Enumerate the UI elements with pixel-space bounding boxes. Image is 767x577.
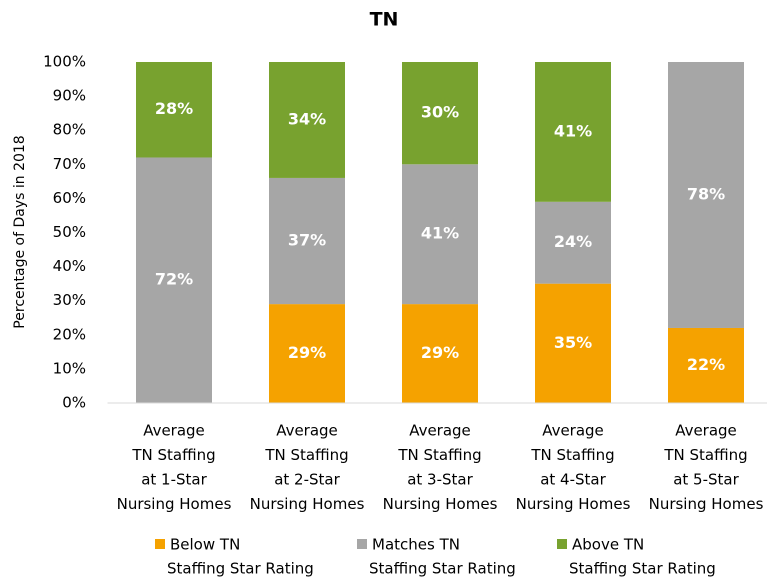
- legend-label: Above TN: [572, 536, 644, 554]
- bar-segment: [269, 177, 345, 305]
- value-label: 41%: [554, 121, 592, 140]
- bar-segment: [402, 62, 478, 165]
- value-label: 29%: [421, 343, 459, 362]
- x-tick-label: Average: [542, 422, 604, 440]
- x-tick-label: Average: [143, 422, 205, 440]
- x-tick-label: at 4-Star: [540, 471, 606, 489]
- value-label: 35%: [554, 333, 592, 352]
- x-tick-label: at 2-Star: [274, 471, 340, 489]
- bar-segment: [668, 327, 744, 403]
- x-tick-label: Average: [409, 422, 471, 440]
- y-tick-label: 0%: [62, 394, 86, 412]
- y-tick-label: 90%: [53, 87, 86, 105]
- chart-title: TN: [370, 9, 399, 31]
- bar-segment: [535, 201, 611, 284]
- value-label: 24%: [554, 232, 592, 251]
- y-tick-label: 30%: [53, 291, 86, 309]
- legend-label: Staffing Star Rating: [569, 560, 716, 577]
- x-tick-label: at 1-Star: [141, 471, 207, 489]
- x-tick-label: TN Staffing: [530, 446, 614, 464]
- x-tick-label: at 5-Star: [673, 471, 739, 489]
- x-tick-label: Average: [276, 422, 338, 440]
- value-label: 37%: [288, 231, 326, 250]
- legend-label: Below TN: [170, 536, 240, 554]
- x-tick-label: TN Staffing: [397, 446, 481, 464]
- bar-segment: [136, 62, 212, 158]
- bar-segment: [668, 62, 744, 328]
- x-tick-label: TN Staffing: [663, 446, 747, 464]
- value-label: 28%: [155, 99, 193, 118]
- value-label: 41%: [421, 224, 459, 243]
- y-tick-label: 40%: [53, 257, 86, 275]
- x-tick-label: at 3-Star: [407, 471, 473, 489]
- bar-segment: [136, 157, 212, 403]
- value-label: 30%: [421, 103, 459, 122]
- y-tick-label: 20%: [53, 325, 86, 343]
- y-tick-label: 100%: [43, 53, 86, 71]
- x-tick-label: TN Staffing: [264, 446, 348, 464]
- bar-segment: [535, 62, 611, 202]
- value-label: 34%: [288, 109, 326, 128]
- y-tick-label: 80%: [53, 121, 86, 139]
- x-tick-label: Nursing Homes: [649, 495, 764, 513]
- legend-label: Staffing Star Rating: [167, 560, 314, 577]
- legend-swatch: [357, 539, 367, 549]
- y-tick-label: 60%: [53, 189, 86, 207]
- bar-segment: [535, 283, 611, 403]
- legend-label: Staffing Star Rating: [369, 560, 516, 577]
- value-label: 29%: [288, 343, 326, 362]
- legend-swatch: [557, 539, 567, 549]
- bar-segment: [402, 304, 478, 403]
- x-tick-label: Nursing Homes: [117, 495, 232, 513]
- bar-segment: [269, 304, 345, 403]
- legend-label: Matches TN: [372, 536, 460, 554]
- x-tick-label: Average: [675, 422, 737, 440]
- value-label: 72%: [155, 270, 193, 289]
- x-tick-label: Nursing Homes: [516, 495, 631, 513]
- value-label: 22%: [687, 355, 725, 374]
- y-tick-label: 70%: [53, 155, 86, 173]
- y-axis-label: Percentage of Days in 2018: [12, 135, 28, 328]
- y-tick-label: 50%: [53, 223, 86, 241]
- value-label: 78%: [687, 184, 725, 203]
- y-tick-label: 10%: [53, 359, 86, 377]
- bar-segment: [402, 164, 478, 305]
- bar-segment: [269, 62, 345, 178]
- legend-swatch: [155, 539, 165, 549]
- x-tick-label: Nursing Homes: [250, 495, 365, 513]
- x-tick-label: TN Staffing: [131, 446, 215, 464]
- x-tick-label: Nursing Homes: [383, 495, 498, 513]
